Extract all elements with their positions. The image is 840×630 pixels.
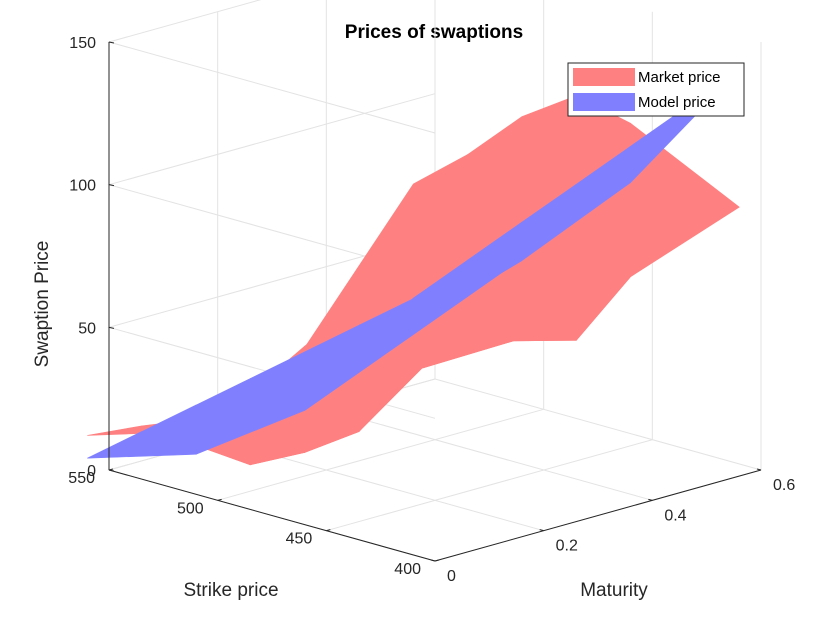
x-tick [326, 529, 331, 532]
x-axis-line [108, 469, 436, 562]
y-tick-label: 0.6 [773, 477, 795, 494]
surface-layer [87, 69, 740, 466]
z-tick-label: 50 [78, 320, 96, 337]
x-tick-label: 550 [68, 470, 95, 487]
y-tick [756, 468, 762, 471]
z-tick-label: 100 [69, 178, 96, 195]
legend-label-market: Market price [638, 69, 721, 86]
z-tick [108, 469, 115, 472]
z-axis-label: Swaption Price [32, 241, 53, 368]
legend-swatch-model [573, 93, 635, 111]
y-tick [648, 498, 653, 501]
x-tick-label: 500 [177, 500, 204, 517]
legend: Market price Model price [567, 62, 745, 117]
x-tick [434, 559, 440, 562]
chart-title: Prices of swaptions [345, 22, 523, 43]
x-axis-label: Strike price [183, 580, 278, 601]
z-tick-label: 0 [87, 463, 96, 480]
x-tick [217, 498, 222, 501]
y-axis-label: Maturity [580, 580, 648, 601]
z-tick-label: 150 [69, 35, 96, 52]
y-tick [539, 529, 544, 532]
y-tick-label: 0.4 [664, 507, 686, 524]
y-tick [430, 559, 436, 562]
x-tick-label: 400 [394, 561, 421, 578]
y-tick-label: 0 [447, 568, 456, 585]
surface-model-price [87, 69, 740, 459]
legend-label-model: Model price [638, 94, 716, 111]
z-tick [108, 184, 115, 187]
z-tick [108, 41, 115, 44]
z-tick [108, 326, 115, 329]
legend-swatch-market [573, 68, 635, 86]
surface-patch [358, 260, 523, 326]
axis-layer [108, 41, 762, 562]
y-tick-label: 0.2 [556, 538, 578, 555]
z-gridline [107, 0, 436, 134]
x-tick-label: 450 [286, 531, 313, 548]
y-axis-line [434, 469, 762, 562]
